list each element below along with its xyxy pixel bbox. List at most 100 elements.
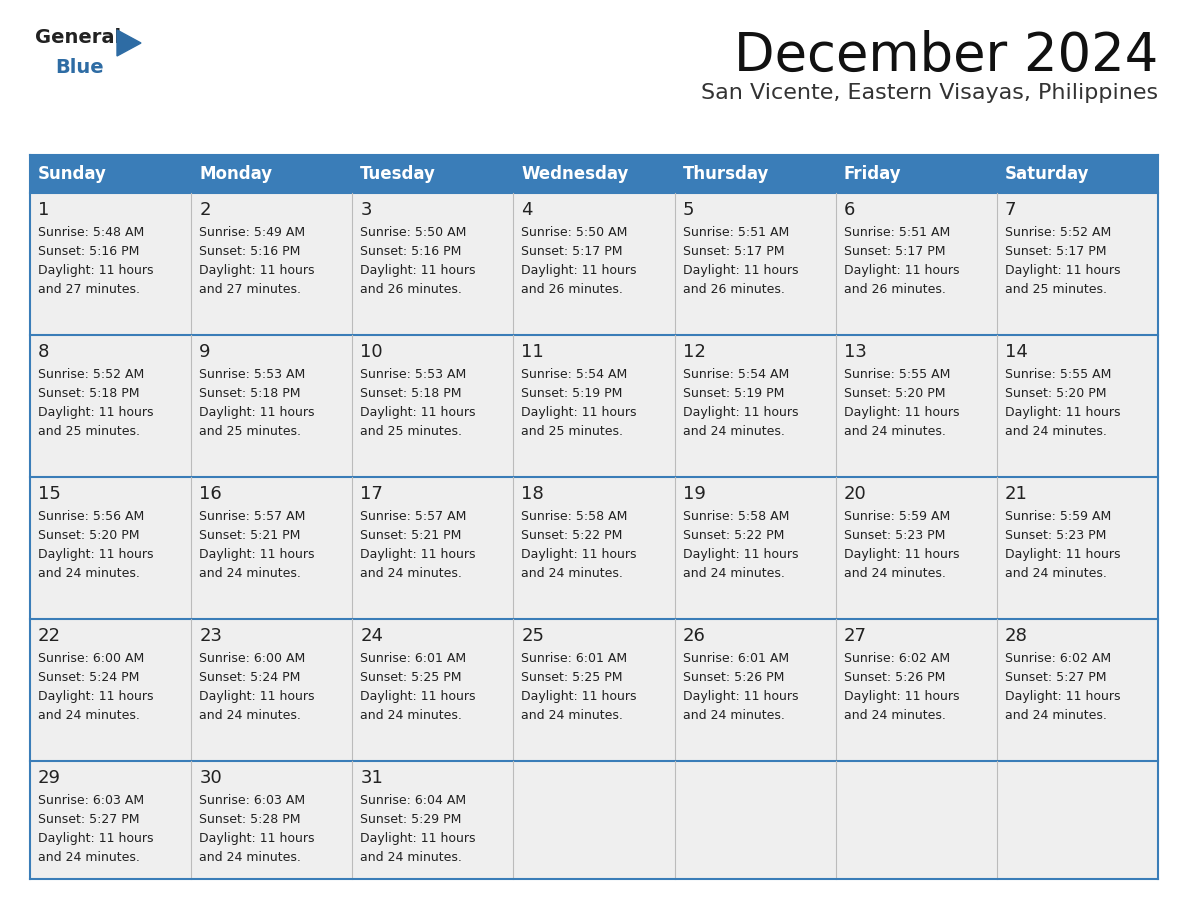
Text: Sunrise: 5:51 AM: Sunrise: 5:51 AM bbox=[843, 226, 950, 239]
Text: Sunday: Sunday bbox=[38, 165, 107, 183]
Text: and 24 minutes.: and 24 minutes. bbox=[38, 709, 140, 722]
Text: Daylight: 11 hours: Daylight: 11 hours bbox=[683, 548, 798, 561]
Text: Daylight: 11 hours: Daylight: 11 hours bbox=[360, 832, 476, 845]
Text: Sunset: 5:27 PM: Sunset: 5:27 PM bbox=[1005, 671, 1106, 684]
Text: and 24 minutes.: and 24 minutes. bbox=[38, 851, 140, 864]
Text: 14: 14 bbox=[1005, 343, 1028, 361]
Text: Saturday: Saturday bbox=[1005, 165, 1089, 183]
Text: Sunset: 5:17 PM: Sunset: 5:17 PM bbox=[522, 245, 623, 258]
Text: Sunset: 5:18 PM: Sunset: 5:18 PM bbox=[360, 387, 462, 400]
Text: 5: 5 bbox=[683, 201, 694, 219]
Text: and 26 minutes.: and 26 minutes. bbox=[843, 283, 946, 296]
Text: and 25 minutes.: and 25 minutes. bbox=[38, 425, 140, 438]
Text: Sunrise: 5:53 AM: Sunrise: 5:53 AM bbox=[360, 368, 467, 381]
Text: 27: 27 bbox=[843, 627, 867, 645]
Text: December 2024: December 2024 bbox=[734, 30, 1158, 82]
Text: 15: 15 bbox=[38, 485, 61, 503]
Text: 31: 31 bbox=[360, 769, 384, 787]
Bar bbox=[191, 155, 353, 193]
Text: Sunrise: 5:51 AM: Sunrise: 5:51 AM bbox=[683, 226, 789, 239]
Text: Daylight: 11 hours: Daylight: 11 hours bbox=[200, 264, 315, 277]
Text: Sunrise: 5:57 AM: Sunrise: 5:57 AM bbox=[200, 510, 305, 523]
Text: and 24 minutes.: and 24 minutes. bbox=[843, 425, 946, 438]
Text: and 24 minutes.: and 24 minutes. bbox=[1005, 567, 1107, 580]
Text: 7: 7 bbox=[1005, 201, 1017, 219]
Text: Sunrise: 5:48 AM: Sunrise: 5:48 AM bbox=[38, 226, 144, 239]
Text: Sunrise: 6:00 AM: Sunrise: 6:00 AM bbox=[200, 652, 305, 665]
Text: Sunrise: 6:03 AM: Sunrise: 6:03 AM bbox=[200, 794, 305, 807]
Text: Sunset: 5:23 PM: Sunset: 5:23 PM bbox=[843, 529, 946, 542]
Text: and 26 minutes.: and 26 minutes. bbox=[522, 283, 624, 296]
Text: 28: 28 bbox=[1005, 627, 1028, 645]
Text: Monday: Monday bbox=[200, 165, 272, 183]
Text: Daylight: 11 hours: Daylight: 11 hours bbox=[522, 690, 637, 703]
Text: Sunset: 5:25 PM: Sunset: 5:25 PM bbox=[522, 671, 623, 684]
Text: San Vicente, Eastern Visayas, Philippines: San Vicente, Eastern Visayas, Philippine… bbox=[701, 83, 1158, 103]
Text: Sunrise: 5:52 AM: Sunrise: 5:52 AM bbox=[38, 368, 144, 381]
Text: 23: 23 bbox=[200, 627, 222, 645]
Text: Sunset: 5:27 PM: Sunset: 5:27 PM bbox=[38, 813, 139, 826]
Text: Wednesday: Wednesday bbox=[522, 165, 628, 183]
Text: Sunrise: 6:01 AM: Sunrise: 6:01 AM bbox=[360, 652, 467, 665]
Text: Daylight: 11 hours: Daylight: 11 hours bbox=[1005, 690, 1120, 703]
Text: Daylight: 11 hours: Daylight: 11 hours bbox=[200, 548, 315, 561]
Text: and 24 minutes.: and 24 minutes. bbox=[683, 709, 784, 722]
Text: Sunset: 5:19 PM: Sunset: 5:19 PM bbox=[683, 387, 784, 400]
Text: Sunrise: 5:56 AM: Sunrise: 5:56 AM bbox=[38, 510, 144, 523]
Text: Sunrise: 6:02 AM: Sunrise: 6:02 AM bbox=[1005, 652, 1111, 665]
Text: Sunset: 5:21 PM: Sunset: 5:21 PM bbox=[200, 529, 301, 542]
Text: Daylight: 11 hours: Daylight: 11 hours bbox=[522, 406, 637, 419]
Text: 10: 10 bbox=[360, 343, 383, 361]
Text: Daylight: 11 hours: Daylight: 11 hours bbox=[1005, 548, 1120, 561]
Text: 22: 22 bbox=[38, 627, 61, 645]
Text: and 24 minutes.: and 24 minutes. bbox=[1005, 425, 1107, 438]
Text: and 26 minutes.: and 26 minutes. bbox=[360, 283, 462, 296]
Text: and 24 minutes.: and 24 minutes. bbox=[843, 709, 946, 722]
Text: 20: 20 bbox=[843, 485, 866, 503]
Text: Daylight: 11 hours: Daylight: 11 hours bbox=[360, 406, 476, 419]
Text: Sunset: 5:17 PM: Sunset: 5:17 PM bbox=[683, 245, 784, 258]
Text: and 24 minutes.: and 24 minutes. bbox=[1005, 709, 1107, 722]
Text: Sunset: 5:28 PM: Sunset: 5:28 PM bbox=[200, 813, 301, 826]
Text: Daylight: 11 hours: Daylight: 11 hours bbox=[522, 264, 637, 277]
Text: Sunrise: 5:53 AM: Sunrise: 5:53 AM bbox=[200, 368, 305, 381]
Text: Sunrise: 6:00 AM: Sunrise: 6:00 AM bbox=[38, 652, 144, 665]
Text: Sunset: 5:26 PM: Sunset: 5:26 PM bbox=[683, 671, 784, 684]
Text: Daylight: 11 hours: Daylight: 11 hours bbox=[200, 406, 315, 419]
Text: Daylight: 11 hours: Daylight: 11 hours bbox=[683, 264, 798, 277]
Text: Sunrise: 5:59 AM: Sunrise: 5:59 AM bbox=[843, 510, 950, 523]
Text: Sunset: 5:26 PM: Sunset: 5:26 PM bbox=[843, 671, 946, 684]
Bar bbox=[997, 155, 1158, 193]
Text: and 24 minutes.: and 24 minutes. bbox=[522, 709, 624, 722]
Text: 2: 2 bbox=[200, 201, 210, 219]
Text: 1: 1 bbox=[38, 201, 50, 219]
Text: Sunset: 5:19 PM: Sunset: 5:19 PM bbox=[522, 387, 623, 400]
Bar bbox=[30, 619, 1158, 761]
Text: 25: 25 bbox=[522, 627, 544, 645]
Text: Sunrise: 5:54 AM: Sunrise: 5:54 AM bbox=[683, 368, 789, 381]
Text: 4: 4 bbox=[522, 201, 533, 219]
Text: 18: 18 bbox=[522, 485, 544, 503]
Text: and 24 minutes.: and 24 minutes. bbox=[683, 567, 784, 580]
Text: 9: 9 bbox=[200, 343, 210, 361]
Text: Daylight: 11 hours: Daylight: 11 hours bbox=[843, 548, 959, 561]
Text: and 25 minutes.: and 25 minutes. bbox=[1005, 283, 1107, 296]
Text: Sunset: 5:18 PM: Sunset: 5:18 PM bbox=[200, 387, 301, 400]
Text: 29: 29 bbox=[38, 769, 61, 787]
Text: 3: 3 bbox=[360, 201, 372, 219]
Text: Sunrise: 5:55 AM: Sunrise: 5:55 AM bbox=[1005, 368, 1111, 381]
Text: and 24 minutes.: and 24 minutes. bbox=[200, 567, 301, 580]
Text: Daylight: 11 hours: Daylight: 11 hours bbox=[360, 690, 476, 703]
Bar bbox=[675, 155, 835, 193]
Text: Sunset: 5:22 PM: Sunset: 5:22 PM bbox=[683, 529, 784, 542]
Text: and 24 minutes.: and 24 minutes. bbox=[360, 567, 462, 580]
Text: Sunrise: 5:58 AM: Sunrise: 5:58 AM bbox=[683, 510, 789, 523]
Text: Sunset: 5:16 PM: Sunset: 5:16 PM bbox=[360, 245, 462, 258]
Text: Thursday: Thursday bbox=[683, 165, 769, 183]
Text: Sunset: 5:24 PM: Sunset: 5:24 PM bbox=[38, 671, 139, 684]
Text: Sunrise: 6:01 AM: Sunrise: 6:01 AM bbox=[683, 652, 789, 665]
Text: Blue: Blue bbox=[55, 58, 103, 77]
Text: and 24 minutes.: and 24 minutes. bbox=[683, 425, 784, 438]
Text: Daylight: 11 hours: Daylight: 11 hours bbox=[38, 406, 153, 419]
Text: and 24 minutes.: and 24 minutes. bbox=[200, 851, 301, 864]
